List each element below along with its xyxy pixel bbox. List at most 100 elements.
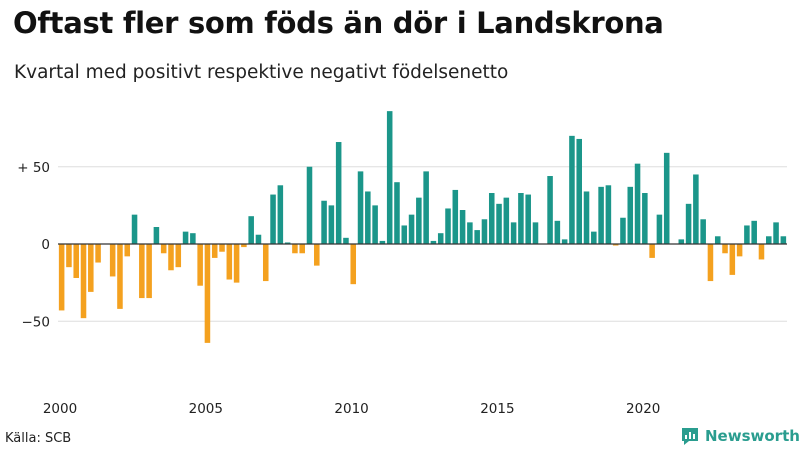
- bar-positive: [306, 166, 313, 244]
- bar-positive: [437, 233, 444, 244]
- bar-negative: [66, 244, 72, 268]
- bar-positive: [430, 240, 437, 244]
- bar-positive: [518, 193, 524, 244]
- bar-positive: [503, 197, 510, 244]
- bar-positive: [766, 236, 772, 244]
- bar-negative: [612, 244, 619, 246]
- bar-positive: [401, 225, 408, 244]
- bar-negative: [160, 244, 167, 254]
- bar-positive: [678, 239, 685, 244]
- bar-negative: [175, 244, 182, 268]
- bar-positive: [598, 186, 604, 244]
- bar-positive: [394, 182, 400, 244]
- bar-negative: [95, 244, 101, 263]
- chart-title: Oftast fler som föds än dör i Landskrona: [13, 6, 664, 40]
- bar-negative: [88, 244, 94, 292]
- bar-positive: [270, 194, 276, 244]
- bar-positive: [700, 219, 706, 244]
- x-tick-label: 2005: [189, 401, 223, 417]
- bar-positive: [459, 210, 466, 244]
- bar-positive: [321, 200, 327, 244]
- bar-positive: [408, 214, 415, 244]
- bar-positive: [663, 152, 670, 244]
- x-tick-label: 2010: [334, 401, 368, 417]
- bar-positive: [627, 186, 634, 244]
- bar-negative: [262, 244, 269, 282]
- bar-negative: [241, 244, 247, 248]
- bar-positive: [496, 203, 502, 244]
- bar-positive: [685, 203, 692, 244]
- bar-positive: [576, 138, 582, 244]
- bar-positive: [744, 225, 750, 244]
- bar-negative: [707, 244, 714, 282]
- brand-name: Newsworthy: [705, 427, 800, 445]
- bar-negative: [226, 244, 233, 280]
- y-tick-label: −50: [22, 314, 51, 330]
- bar-negative: [204, 244, 211, 343]
- bar-positive: [656, 214, 663, 244]
- bar-positive: [182, 231, 189, 244]
- bar-negative: [197, 244, 203, 286]
- bar-negative: [109, 244, 116, 277]
- bar-negative: [219, 244, 225, 252]
- bar-negative: [729, 244, 736, 275]
- bar-positive: [423, 171, 429, 244]
- brand-logo[interactable]: Newsworthy: [680, 426, 800, 446]
- bar-positive: [386, 111, 393, 244]
- x-tick-label: 2020: [626, 401, 660, 417]
- bar-negative: [124, 244, 131, 257]
- bar-positive: [591, 231, 597, 244]
- bar-positive: [693, 174, 699, 244]
- bar-positive: [284, 242, 291, 244]
- bar-negative: [233, 244, 240, 283]
- y-tick-label: 0: [41, 237, 50, 253]
- bar-positive: [554, 220, 561, 244]
- bar-positive: [365, 191, 371, 244]
- bar-negative: [758, 244, 765, 260]
- bar-positive: [714, 236, 721, 244]
- bar-positive: [379, 240, 386, 244]
- newsworthy-logo-icon: [682, 428, 698, 445]
- bar-negative: [350, 244, 357, 285]
- bar-negative: [117, 244, 123, 309]
- bar-positive: [445, 208, 451, 244]
- bar-negative: [73, 244, 79, 278]
- bar-positive: [532, 222, 539, 244]
- bar-negative: [211, 244, 218, 258]
- bar-negative: [722, 244, 728, 254]
- bar-negative: [292, 244, 298, 254]
- bar-positive: [605, 185, 612, 244]
- bar-negative: [58, 244, 65, 311]
- bar-positive: [751, 220, 757, 244]
- bar-positive: [773, 222, 779, 244]
- bar-positive: [642, 193, 648, 244]
- bar-positive: [343, 237, 349, 244]
- x-axis-ticks: 2000 2005 2010 2015 2020: [43, 401, 661, 417]
- bar-positive: [561, 239, 568, 244]
- bar-positive: [452, 189, 459, 244]
- bar-positive: [357, 171, 364, 244]
- bar-negative: [299, 244, 305, 254]
- bar-positive: [510, 222, 517, 244]
- bars: [58, 111, 787, 343]
- bar-positive: [248, 216, 254, 244]
- bar-negative: [168, 244, 174, 271]
- bar-positive: [481, 219, 488, 244]
- bar-positive: [474, 230, 480, 244]
- bar-positive: [525, 194, 531, 244]
- bar-positive: [569, 135, 575, 244]
- x-tick-label: 2000: [43, 401, 77, 417]
- bar-positive: [131, 214, 138, 244]
- bar-negative: [314, 244, 320, 266]
- bar-negative: [146, 244, 152, 299]
- bar-positive: [416, 197, 422, 244]
- x-tick-label: 2015: [480, 401, 514, 417]
- bar-positive: [190, 233, 196, 244]
- bar-positive: [583, 191, 590, 244]
- bar-positive: [547, 176, 553, 244]
- bar-positive: [488, 193, 495, 244]
- bar-positive: [328, 205, 335, 245]
- bar-negative: [139, 244, 145, 299]
- bar-positive: [634, 163, 641, 244]
- bar-positive: [620, 217, 626, 245]
